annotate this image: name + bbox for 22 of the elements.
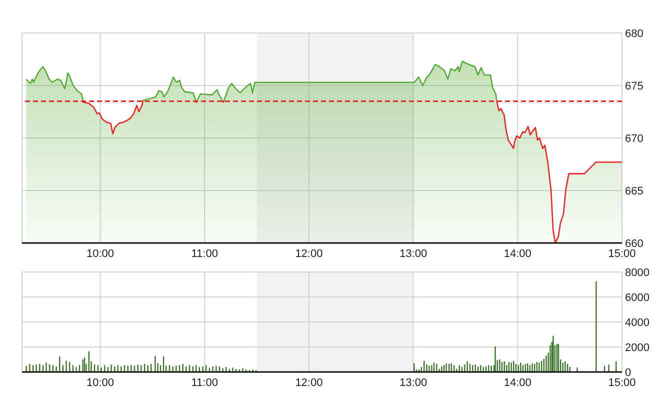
y-tick-label: 0	[625, 366, 632, 379]
x-tick-label: 13:00	[400, 248, 428, 260]
x-tick-label: 15:00	[608, 248, 636, 260]
x-tick-label: 10:00	[86, 376, 114, 389]
y-tick-label: 6000	[625, 292, 650, 304]
x-tick-label: 14:00	[504, 248, 532, 260]
x-tick-label: 15:00	[608, 376, 636, 389]
y-tick-label: 4000	[625, 316, 650, 329]
y-tick-label: 660	[625, 238, 644, 250]
x-tick-label: 10:00	[86, 248, 114, 260]
y-tick-label: 680	[625, 28, 644, 40]
y-tick-label: 675	[625, 80, 644, 92]
y-tick-label: 670	[625, 132, 644, 145]
x-tick-label: 11:00	[191, 376, 218, 389]
x-tick-label: 12:00	[295, 248, 323, 260]
x-tick-label: 13:00	[400, 376, 428, 389]
x-tick-label: 14:00	[504, 376, 532, 389]
y-tick-label: 665	[625, 185, 644, 198]
x-tick-label: 12:00	[295, 376, 323, 389]
x-tick-label: 11:00	[191, 248, 218, 260]
y-tick-label: 2000	[625, 342, 650, 354]
y-tick-label: 8000	[625, 266, 650, 279]
